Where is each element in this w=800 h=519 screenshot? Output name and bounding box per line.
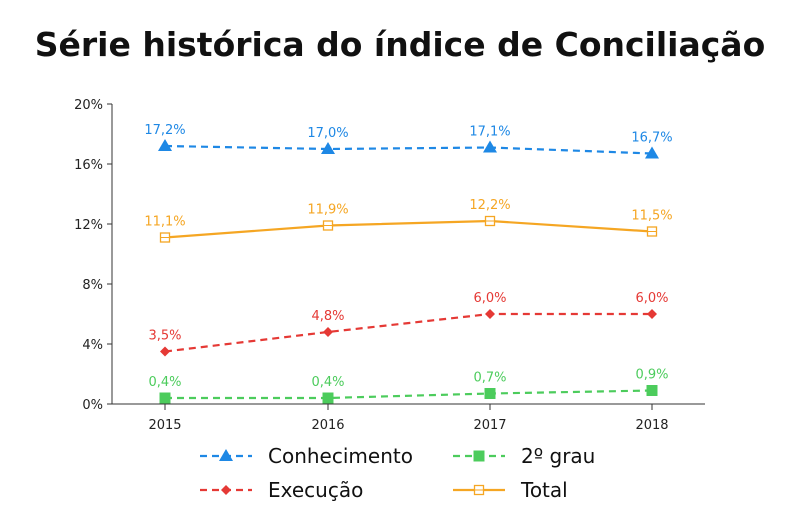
data-point-execucao xyxy=(485,309,495,319)
data-label-execucao: 6,0% xyxy=(473,291,506,306)
data-label-execucao: 4,8% xyxy=(311,309,344,324)
series-layer xyxy=(158,139,659,404)
x-tick-label: 2015 xyxy=(148,418,181,433)
data-label-2-grau: 0,7% xyxy=(473,371,506,386)
chart-title: Série histórica do índice de Conciliação xyxy=(35,25,766,64)
legend-label-2-grau: 2º grau xyxy=(521,444,595,468)
data-label-execucao: 6,0% xyxy=(635,291,668,306)
series-line-execucao xyxy=(164,312,652,353)
y-tick-label: 12% xyxy=(74,218,103,233)
legend-marker-execucao xyxy=(221,485,231,495)
data-point-total xyxy=(484,215,496,227)
y-tick-label: 20% xyxy=(74,98,103,113)
legend-label-conhecimento: Conhecimento xyxy=(268,444,413,468)
data-label-total: 12,2% xyxy=(469,198,510,213)
legend-label-total: Total xyxy=(520,478,568,502)
data-point-total xyxy=(646,226,658,237)
x-tick-label: 2016 xyxy=(311,418,344,433)
y-tick-label: 16% xyxy=(74,158,103,173)
legend: Conhecimento 2º grau Execução Total xyxy=(200,444,595,502)
axes: 0% 4% 8% 12% 16% 20% 2015 2016 2017 2018 xyxy=(74,98,705,433)
data-label-conhecimento: 16,7% xyxy=(631,131,672,146)
data-point-execucao xyxy=(647,309,657,319)
legend-item-total: Total xyxy=(453,478,568,502)
data-label-2-grau: 0,4% xyxy=(148,375,181,390)
data-point-conhecimento xyxy=(321,142,335,154)
data-label-conhecimento: 17,2% xyxy=(144,123,185,138)
data-point-2-grau xyxy=(159,392,171,404)
legend-item-2-grau: 2º grau xyxy=(453,444,595,468)
data-point-2-grau xyxy=(646,385,658,396)
data-label-2-grau: 0,4% xyxy=(311,375,344,390)
data-label-execucao: 3,5% xyxy=(148,329,181,344)
data-point-2-grau xyxy=(322,392,334,404)
legend-item-conhecimento: Conhecimento xyxy=(200,444,413,468)
legend-label-execucao: Execução xyxy=(268,478,363,502)
data-point-2-grau xyxy=(484,388,496,399)
legend-marker-2-grau xyxy=(473,450,485,462)
data-point-total xyxy=(322,220,334,231)
legend-marker-total xyxy=(473,484,485,496)
data-point-execucao xyxy=(323,327,333,337)
y-tick-label: 8% xyxy=(82,278,103,293)
data-label-2-grau: 0,9% xyxy=(635,368,668,383)
data-point-execucao xyxy=(160,346,170,357)
data-label-total: 11,5% xyxy=(631,209,672,224)
legend-marker-conhecimento xyxy=(219,449,233,461)
data-label-conhecimento: 17,0% xyxy=(307,126,348,141)
data-label-total: 11,1% xyxy=(144,215,185,230)
data-label-conhecimento: 17,1% xyxy=(469,125,510,140)
legend-item-execucao: Execução xyxy=(200,478,363,502)
data-point-total xyxy=(159,232,171,243)
series-line-conhecimento xyxy=(164,144,653,155)
x-tick-label: 2017 xyxy=(473,418,506,433)
data-labels: 17,2% 17,0% 17,1% 16,7% 3,5% 4,8% 6,0% 6,0% 0,4%… xyxy=(144,123,672,390)
data-point-conhecimento xyxy=(645,146,659,159)
data-point-conhecimento xyxy=(483,140,497,153)
data-point-conhecimento xyxy=(158,139,172,151)
series-line-2-grau xyxy=(165,389,653,400)
data-label-total: 11,9% xyxy=(307,203,348,218)
x-tick-label: 2018 xyxy=(635,418,668,433)
series-line-total xyxy=(164,219,653,239)
y-tick-label: 0% xyxy=(82,398,103,413)
y-tick-label: 4% xyxy=(82,338,103,353)
